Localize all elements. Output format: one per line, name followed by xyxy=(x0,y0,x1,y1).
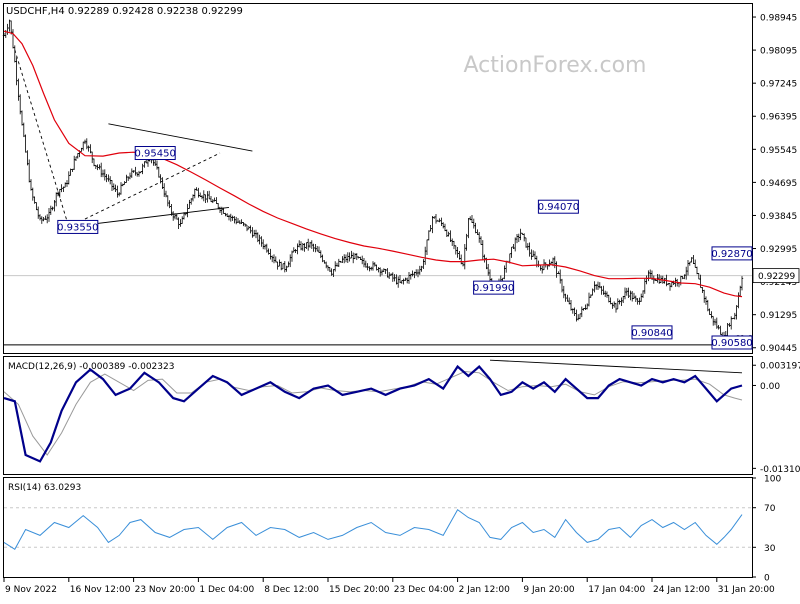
macd-trend-line xyxy=(489,359,743,374)
price-label: 0.92870 xyxy=(711,249,752,260)
x-tick-label: 23 Nov 20:00 xyxy=(135,585,196,595)
price-label-box xyxy=(711,246,753,261)
x-tick-label: 2 Jan 12:00 xyxy=(459,585,511,595)
x-tick-label: 8 Dec 12:00 xyxy=(264,585,319,595)
price-y-tick-label: 0.98945 xyxy=(760,14,797,24)
price-y-tick-label: 0.94695 xyxy=(760,179,797,189)
price-label: 0.93550 xyxy=(57,222,98,233)
trend-line xyxy=(108,123,253,152)
watermark: ActionForex.com xyxy=(464,53,647,78)
price-y-tick-label: 0.90445 xyxy=(760,344,797,354)
price-label-box xyxy=(473,280,515,295)
rsi-y-tick-label: 30 xyxy=(764,544,776,554)
price-panel-frame xyxy=(3,3,753,354)
trend-line xyxy=(14,49,70,228)
price-y-tick-label: 0.92995 xyxy=(760,245,797,255)
current-price-label: 0.92299 xyxy=(758,272,795,282)
macd-line xyxy=(3,364,743,463)
x-tick-label: 15 Dec 20:00 xyxy=(329,585,390,595)
price-y-tick-label: 0.95545 xyxy=(760,146,797,156)
rsi-y-tick-label: 0 xyxy=(764,574,770,584)
rsi-panel-title: RSI(14) 63.0293 xyxy=(8,483,81,493)
rsi-panel-frame xyxy=(3,477,753,578)
macd-y-tick-label: 0.00 xyxy=(760,382,780,392)
price-y-tick-label: 0.97245 xyxy=(760,80,797,90)
price-label: 0.95450 xyxy=(135,149,176,160)
price-label-box xyxy=(134,146,176,161)
chart-title: USDCHF,H4 0.92289 0.92428 0.92238 0.9229… xyxy=(6,6,243,17)
trend-line xyxy=(68,152,221,228)
rsi-layer: 100 70 30 0 xyxy=(3,475,781,584)
x-tick-label: 9 Jan 20:00 xyxy=(523,585,575,595)
moving-average-line xyxy=(3,30,743,298)
x-tick-label: 24 Jan 12:00 xyxy=(653,585,710,595)
price-label: 0.90580 xyxy=(711,338,752,349)
x-tick-label: 23 Dec 04:00 xyxy=(394,585,455,595)
current-price-box xyxy=(752,268,800,284)
macd-panel-title: MACD(12,26,9) -0.000389 -0.002323 xyxy=(8,362,174,372)
macd-signal-line xyxy=(3,370,743,456)
x-tick-label: 16 Nov 12:00 xyxy=(70,585,131,595)
price-layer: 0.98945 0.98095 0.97245 0.96395 0.95545 0.946… xyxy=(2,14,800,354)
macd-layer: 0.003197 0.00 -0.013108 xyxy=(3,359,800,475)
price-y-tick-label: 0.98095 xyxy=(760,47,797,57)
rsi-y-tick-label: 70 xyxy=(764,504,776,514)
price-label-box xyxy=(537,199,579,214)
rsi-y-tick-label: 100 xyxy=(764,475,781,485)
price-label: 0.94070 xyxy=(538,202,579,213)
price-y-tick-label: 0.93845 xyxy=(760,212,797,222)
price-y-tick-label: 0.92145 xyxy=(760,278,797,288)
macd-panel-frame xyxy=(3,356,753,475)
price-label-box xyxy=(631,325,673,340)
price-label-box xyxy=(711,335,753,350)
price-y-tick-label: 0.96395 xyxy=(760,113,797,123)
x-tick-label: 9 Nov 2022 xyxy=(5,585,57,595)
x-axis: 9 Nov 2022 16 Nov 12:00 23 Nov 20:00 1 Dec … xyxy=(3,578,775,595)
x-tick-label: 31 Jan 20:00 xyxy=(718,585,775,595)
price-label: 0.90840 xyxy=(631,328,672,339)
rsi-line xyxy=(3,508,743,551)
macd-y-tick-label: -0.013108 xyxy=(760,465,800,475)
price-y-tick-label: 0.91295 xyxy=(760,311,797,321)
price-label: 0.91990 xyxy=(473,283,514,294)
macd-y-tick-label: 0.003197 xyxy=(760,362,800,372)
x-tick-label: 1 Dec 04:00 xyxy=(199,585,254,595)
price-label-box xyxy=(57,219,99,234)
x-tick-label: 17 Jan 04:00 xyxy=(588,585,645,595)
